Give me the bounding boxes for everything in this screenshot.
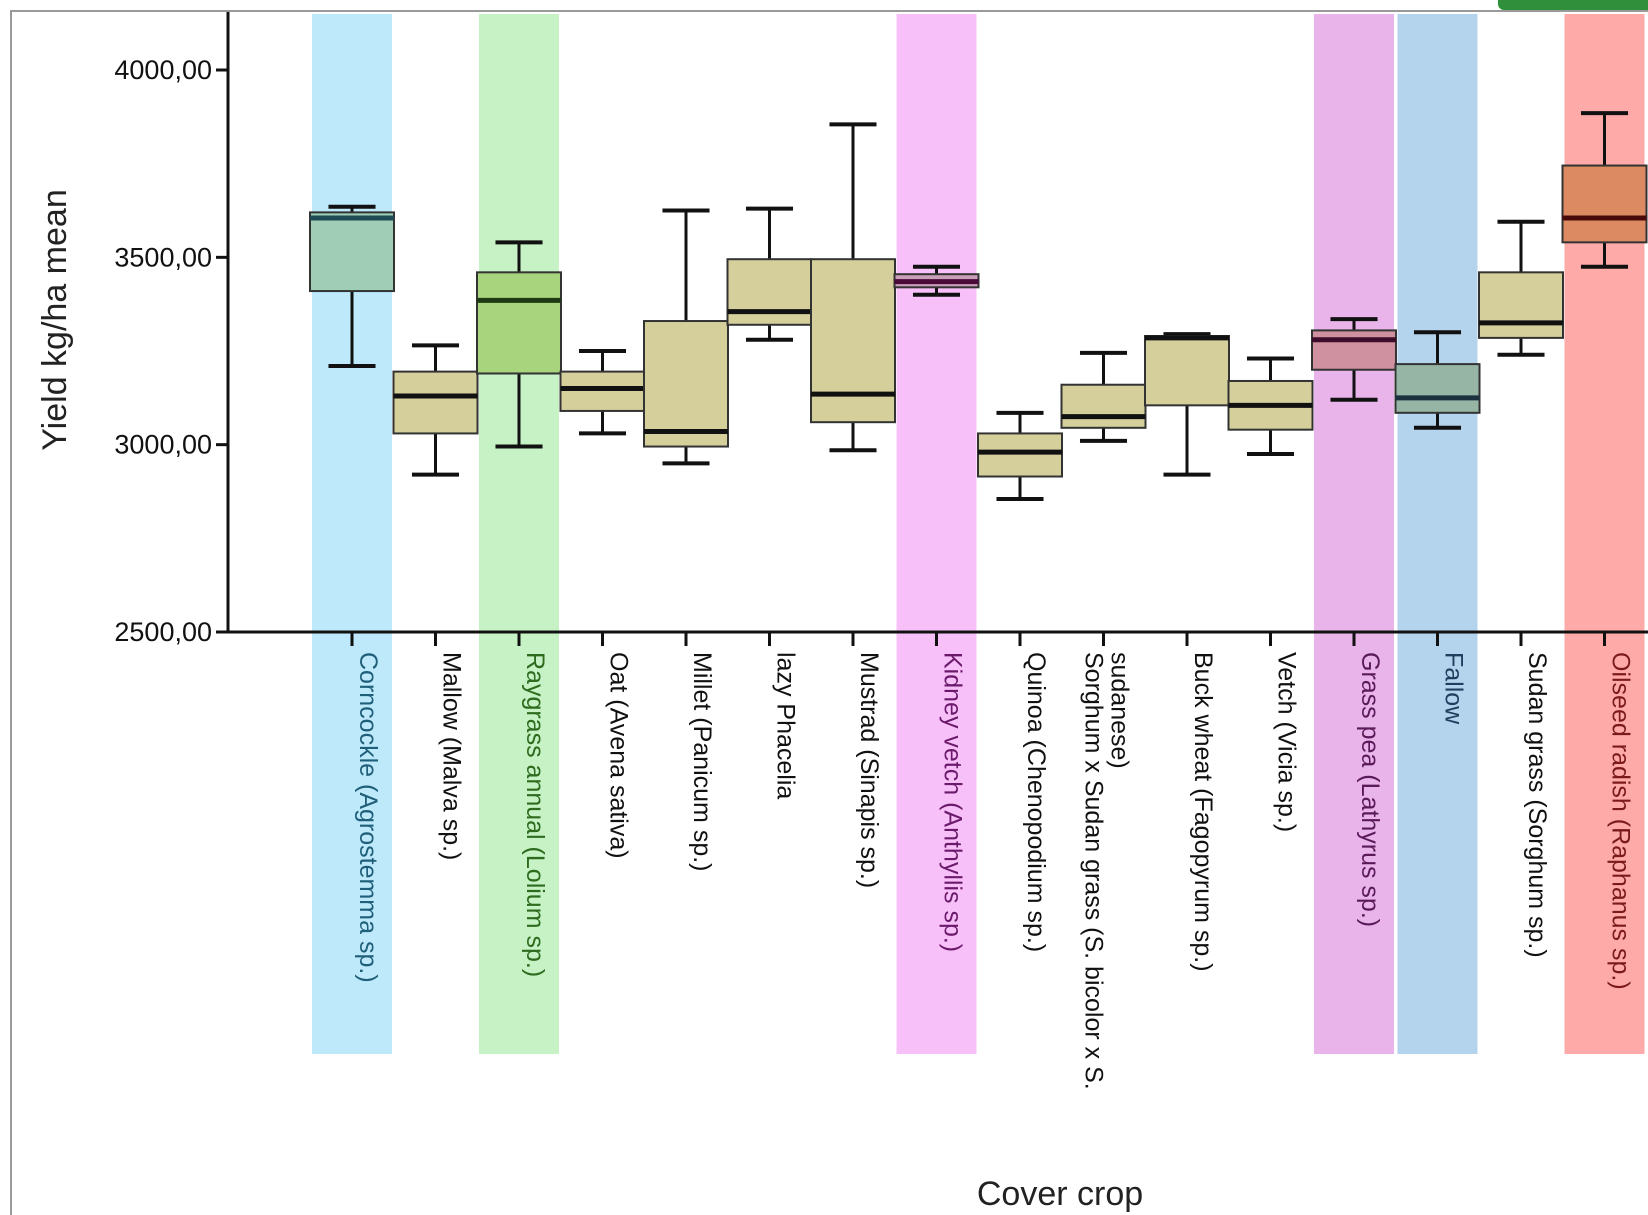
x-category-label: Grass pea (Lathyrus sp.): [1356, 652, 1384, 927]
x-category-label: Quinoa (Chenopodium sp.): [1022, 652, 1050, 952]
box-iqr: [1311, 329, 1397, 371]
box-group: [1311, 317, 1397, 402]
y-axis-title: Yield kg/ha mean: [36, 189, 74, 450]
x-axis-title: Cover crop: [977, 1175, 1143, 1213]
highlight-band: [896, 14, 977, 1054]
box-group: [810, 122, 896, 453]
box-iqr: [1060, 383, 1147, 429]
box-group: [977, 410, 1063, 501]
box-iqr: [559, 370, 646, 412]
boxplot-series: [309, 111, 1648, 501]
x-category-label: Oilseed radish (Raphanus sp.): [1607, 652, 1635, 990]
box-iqr: [726, 258, 813, 326]
box-group: [1478, 219, 1564, 357]
y-tick-label: 3500,00: [114, 242, 212, 272]
box-group: [726, 206, 813, 342]
x-category-label: Corncockle (Agrostemma sp.): [354, 652, 382, 983]
box-iqr: [643, 320, 729, 448]
box-iqr: [977, 432, 1063, 478]
highlight-band: [479, 14, 559, 1054]
chart-frame: [10, 10, 1648, 1215]
box-iqr: [309, 211, 395, 293]
box-group: [309, 204, 395, 368]
box-iqr: [1478, 271, 1564, 339]
x-category-label: Mallow (Malva sp.): [438, 652, 466, 860]
box-group: [893, 264, 980, 297]
corner-badge: [1498, 0, 1648, 10]
box-iqr: [1561, 164, 1648, 244]
box-group: [643, 208, 729, 466]
x-category-label: Sorghum x Sudan grass (S. bicolor x S.: [1080, 652, 1108, 1090]
x-category-label: Vetch (Vicia sp.): [1273, 652, 1301, 832]
box-group: [392, 343, 479, 477]
y-tick-label: 3000,00: [114, 430, 212, 460]
highlight-band: [1397, 14, 1478, 1054]
box-group: [559, 349, 646, 436]
box-group: [1227, 356, 1314, 457]
box-group: [1561, 111, 1648, 269]
x-category-label: Buck wheat (Fagopyrum sp.): [1189, 652, 1217, 972]
x-category-label: sudanese): [1106, 652, 1134, 769]
y-tick-label: 2500,00: [114, 617, 212, 647]
x-category-label: Millet (Panicum sp.): [688, 652, 716, 872]
box-group: [1394, 330, 1481, 430]
box-iqr: [392, 370, 479, 435]
x-category-label: Oat (Avena sativa): [605, 652, 633, 859]
y-tick-labels: 2500,00 3000,00 3500,00 4000,00: [114, 55, 212, 647]
y-tick-label: 4000,00: [114, 55, 212, 85]
x-category-label: Raygrass annual (Lolium sp.): [521, 652, 549, 977]
x-category-label: Fallow: [1440, 652, 1468, 725]
box-group: [476, 240, 562, 449]
box-iqr: [1394, 363, 1481, 414]
x-category-label: Kidney vetch (Anthyllis sp.): [939, 652, 967, 952]
x-category-label: Sudan grass (Sorghum sp.): [1523, 652, 1551, 958]
box-iqr: [810, 258, 896, 424]
box-group: [1060, 350, 1147, 443]
highlight-band: [312, 14, 392, 1054]
x-category-labels: Corncockle (Agrostemma sp.) Mallow (Malva…: [354, 652, 1635, 1090]
x-category-label: lazy Phacelia: [772, 652, 800, 799]
box-group: [1144, 332, 1230, 477]
category-highlights: [312, 14, 1645, 1054]
box-iqr: [476, 271, 562, 375]
x-category-label: Mustrad (Sinapis sp.): [855, 652, 883, 888]
box-iqr: [1144, 335, 1230, 407]
highlight-band: [1314, 14, 1394, 1054]
axes: [216, 12, 1648, 646]
